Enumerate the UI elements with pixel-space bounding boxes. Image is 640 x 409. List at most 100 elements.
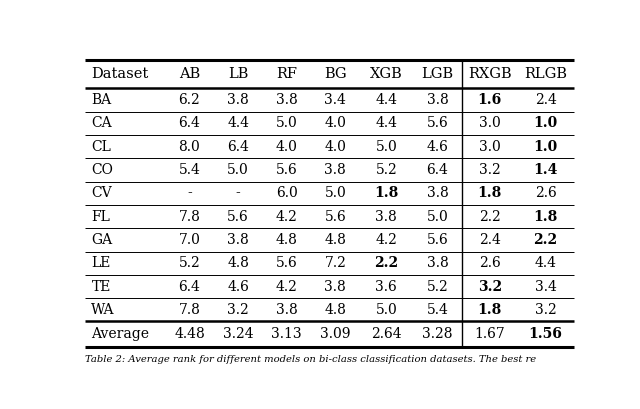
Text: 3.8: 3.8 bbox=[324, 279, 346, 294]
Text: 1.0: 1.0 bbox=[534, 140, 557, 154]
Text: GA: GA bbox=[92, 233, 113, 247]
Text: 4.48: 4.48 bbox=[174, 327, 205, 341]
Text: 5.6: 5.6 bbox=[324, 210, 346, 224]
Text: 3.8: 3.8 bbox=[276, 93, 298, 107]
Text: CO: CO bbox=[92, 163, 113, 177]
Text: 4.6: 4.6 bbox=[227, 279, 249, 294]
Text: 4.2: 4.2 bbox=[376, 233, 397, 247]
Text: 1.8: 1.8 bbox=[477, 187, 502, 200]
Text: 5.0: 5.0 bbox=[276, 117, 298, 130]
Text: 6.2: 6.2 bbox=[179, 93, 200, 107]
Text: 5.2: 5.2 bbox=[179, 256, 200, 270]
Text: 1.0: 1.0 bbox=[534, 117, 557, 130]
Text: RXGB: RXGB bbox=[468, 67, 511, 81]
Text: 3.8: 3.8 bbox=[426, 187, 448, 200]
Text: 3.0: 3.0 bbox=[479, 140, 500, 154]
Text: 3.8: 3.8 bbox=[227, 233, 249, 247]
Text: 3.24: 3.24 bbox=[223, 327, 253, 341]
Text: 5.6: 5.6 bbox=[227, 210, 249, 224]
Text: RF: RF bbox=[276, 67, 297, 81]
Text: 4.6: 4.6 bbox=[426, 140, 449, 154]
Text: 4.4: 4.4 bbox=[534, 256, 557, 270]
Text: 3.8: 3.8 bbox=[227, 93, 249, 107]
Text: Average: Average bbox=[92, 327, 149, 341]
Text: 3.2: 3.2 bbox=[227, 303, 249, 317]
Text: AB: AB bbox=[179, 67, 200, 81]
Text: BA: BA bbox=[92, 93, 111, 107]
Text: 4.0: 4.0 bbox=[324, 140, 346, 154]
Text: -: - bbox=[236, 187, 241, 200]
Text: 3.8: 3.8 bbox=[376, 210, 397, 224]
Text: 8.0: 8.0 bbox=[179, 140, 200, 154]
Text: 5.2: 5.2 bbox=[426, 279, 448, 294]
Text: BG: BG bbox=[324, 67, 347, 81]
Text: 4.2: 4.2 bbox=[276, 210, 298, 224]
Text: 2.2: 2.2 bbox=[534, 233, 557, 247]
Text: 4.8: 4.8 bbox=[227, 256, 249, 270]
Text: 3.8: 3.8 bbox=[426, 93, 448, 107]
Text: 4.4: 4.4 bbox=[227, 117, 249, 130]
Text: 5.6: 5.6 bbox=[276, 256, 298, 270]
Text: 1.56: 1.56 bbox=[529, 327, 563, 341]
Text: 3.4: 3.4 bbox=[534, 279, 557, 294]
Text: 2.2: 2.2 bbox=[479, 210, 500, 224]
Text: 2.4: 2.4 bbox=[534, 93, 557, 107]
Text: 3.8: 3.8 bbox=[324, 163, 346, 177]
Text: LGB: LGB bbox=[421, 67, 454, 81]
Text: 5.0: 5.0 bbox=[426, 210, 448, 224]
Text: TE: TE bbox=[92, 279, 111, 294]
Text: 7.0: 7.0 bbox=[179, 233, 200, 247]
Text: 6.0: 6.0 bbox=[276, 187, 298, 200]
Text: 3.8: 3.8 bbox=[276, 303, 298, 317]
Text: 3.0: 3.0 bbox=[479, 117, 500, 130]
Text: 4.0: 4.0 bbox=[276, 140, 298, 154]
Text: 1.67: 1.67 bbox=[474, 327, 505, 341]
Text: 4.2: 4.2 bbox=[276, 279, 298, 294]
Text: 5.4: 5.4 bbox=[426, 303, 449, 317]
Text: XGB: XGB bbox=[370, 67, 403, 81]
Text: 2.6: 2.6 bbox=[534, 187, 556, 200]
Text: LB: LB bbox=[228, 67, 248, 81]
Text: 5.2: 5.2 bbox=[376, 163, 397, 177]
Text: 3.2: 3.2 bbox=[479, 163, 500, 177]
Text: 6.4: 6.4 bbox=[227, 140, 249, 154]
Text: 4.4: 4.4 bbox=[376, 93, 397, 107]
Text: 3.4: 3.4 bbox=[324, 93, 346, 107]
Text: 2.2: 2.2 bbox=[374, 256, 399, 270]
Text: 4.4: 4.4 bbox=[376, 117, 397, 130]
Text: 5.6: 5.6 bbox=[426, 117, 448, 130]
Text: 4.8: 4.8 bbox=[324, 303, 346, 317]
Text: -: - bbox=[187, 187, 192, 200]
Text: RLGB: RLGB bbox=[524, 67, 567, 81]
Text: 4.8: 4.8 bbox=[324, 233, 346, 247]
Text: WA: WA bbox=[92, 303, 115, 317]
Text: 5.0: 5.0 bbox=[324, 187, 346, 200]
Text: CV: CV bbox=[92, 187, 112, 200]
Text: LE: LE bbox=[92, 256, 111, 270]
Text: 3.8: 3.8 bbox=[426, 256, 448, 270]
Text: 5.6: 5.6 bbox=[276, 163, 298, 177]
Text: 6.4: 6.4 bbox=[179, 279, 200, 294]
Text: 5.6: 5.6 bbox=[426, 233, 448, 247]
Text: CL: CL bbox=[92, 140, 111, 154]
Text: 2.6: 2.6 bbox=[479, 256, 500, 270]
Text: Table 2: Average rank for different models on bi-class classification datasets. : Table 2: Average rank for different mode… bbox=[85, 355, 536, 364]
Text: CA: CA bbox=[92, 117, 112, 130]
Text: 2.4: 2.4 bbox=[479, 233, 500, 247]
Text: Dataset: Dataset bbox=[92, 67, 148, 81]
Text: 3.2: 3.2 bbox=[477, 279, 502, 294]
Text: 1.8: 1.8 bbox=[477, 303, 502, 317]
Text: 5.4: 5.4 bbox=[179, 163, 200, 177]
Text: 7.8: 7.8 bbox=[179, 210, 200, 224]
Text: 3.13: 3.13 bbox=[271, 327, 302, 341]
Text: 6.4: 6.4 bbox=[179, 117, 200, 130]
Text: FL: FL bbox=[92, 210, 110, 224]
Text: 1.8: 1.8 bbox=[374, 187, 399, 200]
Text: 3.28: 3.28 bbox=[422, 327, 452, 341]
Text: 3.09: 3.09 bbox=[320, 327, 351, 341]
Text: 3.6: 3.6 bbox=[376, 279, 397, 294]
Text: 2.64: 2.64 bbox=[371, 327, 402, 341]
Text: 1.4: 1.4 bbox=[533, 163, 557, 177]
Text: 7.8: 7.8 bbox=[179, 303, 200, 317]
Text: 4.0: 4.0 bbox=[324, 117, 346, 130]
